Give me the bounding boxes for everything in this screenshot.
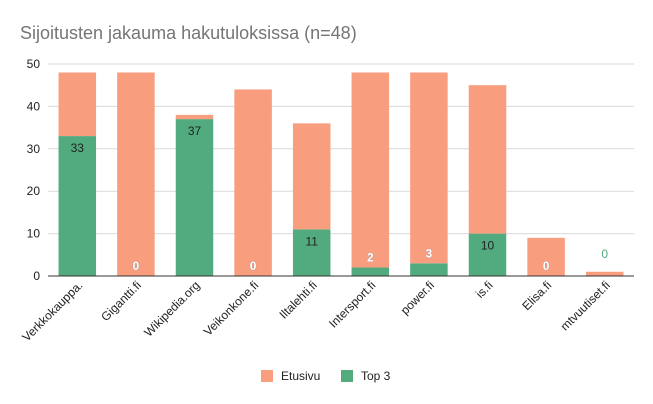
x-tick-label: mtvuutiset.fi (558, 278, 613, 333)
bar-top3 (410, 263, 448, 276)
data-label: 0 (543, 259, 550, 273)
data-label: 0 (601, 247, 608, 261)
legend-swatch (261, 370, 273, 382)
bar-top3 (468, 233, 507, 276)
bar-top3 (351, 267, 390, 276)
x-tick-label: Veikonkone.fi (201, 278, 261, 338)
x-tick-label: Verkkokauppa. (19, 278, 85, 344)
bar-etusivu (410, 72, 448, 264)
y-tick-label: 40 (27, 99, 41, 113)
data-label: 10 (481, 239, 495, 253)
data-label: 0 (133, 259, 140, 273)
y-tick-label: 30 (27, 142, 41, 156)
bar-etusivu (585, 271, 624, 276)
bar-etusivu (234, 89, 272, 276)
bar-top3 (58, 136, 97, 276)
data-label: 2 (367, 251, 374, 265)
x-tick-label: is.fi (473, 278, 496, 301)
bars (58, 72, 624, 277)
legend: Etusivu Top 3 (261, 369, 391, 383)
x-tick-label: Intersport.fi (326, 278, 378, 330)
x-tick-label: power.fi (398, 278, 437, 317)
data-label: 33 (71, 141, 85, 155)
y-tick-label: 10 (27, 227, 41, 241)
bar-etusivu (175, 114, 214, 120)
x-tick-label: Wikipedia.org (141, 278, 202, 339)
data-label: 11 (305, 234, 318, 248)
y-tick-label: 0 (33, 269, 40, 283)
bar-top3 (175, 119, 214, 277)
bar-etusivu (58, 72, 97, 137)
bar-etusivu (527, 237, 565, 276)
legend-label: Etusivu (281, 369, 320, 383)
legend-swatch (341, 370, 353, 382)
data-label: 37 (188, 124, 202, 138)
y-tick-label: 50 (27, 57, 41, 71)
chart-title: Sijoitusten jakauma hakutuloksissa (n=48… (20, 23, 357, 43)
bar-etusivu (351, 72, 390, 268)
bar-etusivu (468, 85, 507, 234)
x-tick-label: Iltalehti.fi (276, 278, 319, 321)
bar-etusivu (292, 123, 331, 230)
x-tick-label: Elisa.fi (519, 278, 554, 313)
bar-top3 (292, 229, 331, 276)
data-label: 3 (426, 246, 433, 260)
bar-etusivu (117, 72, 155, 276)
x-tick-label: Gigantti.fi (98, 278, 144, 324)
y-tick-label: 20 (27, 184, 41, 198)
data-labels: 33 0 37 0 11 2 3 10 0 0 (71, 124, 609, 273)
data-label: 0 (250, 259, 257, 273)
legend-label: Top 3 (361, 369, 391, 383)
